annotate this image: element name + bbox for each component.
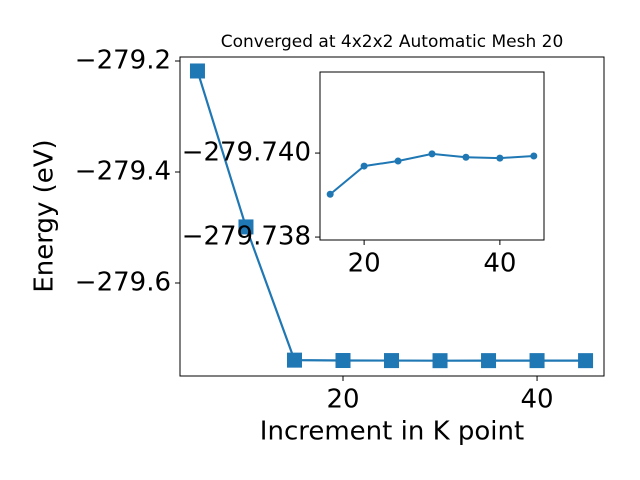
y-tick-label: −279.4	[75, 156, 171, 186]
marker	[286, 352, 302, 368]
plot-frame	[179, 56, 605, 377]
y-tick-label: −279.6	[75, 267, 171, 297]
x-tick-label: 20	[326, 385, 359, 415]
marker	[496, 154, 504, 162]
x-tick-label: 40	[483, 249, 516, 279]
marker	[578, 353, 594, 369]
marker	[428, 150, 436, 158]
y-tick-label: −279.740	[182, 138, 311, 168]
marker	[394, 157, 402, 165]
plot-frame	[319, 71, 545, 241]
y-tick-label: −279.738	[182, 222, 311, 252]
marker	[238, 219, 254, 235]
y-axis-label: Energy (eV)	[30, 139, 60, 292]
x-axis-label: Increment in K point	[260, 417, 524, 447]
marker	[432, 353, 448, 369]
marker	[360, 162, 368, 170]
marker	[529, 353, 545, 369]
marker	[384, 353, 400, 369]
marker	[462, 153, 470, 161]
marker	[335, 353, 351, 369]
y-tick-label: −279.2	[75, 45, 171, 75]
x-tick-label: 40	[521, 385, 554, 415]
marker	[481, 353, 497, 369]
chart-title: Converged at 4x2x2 Automatic Mesh 20	[221, 32, 564, 52]
x-tick-label: 20	[348, 249, 381, 279]
marker	[530, 152, 538, 160]
marker	[189, 63, 205, 79]
marker	[326, 190, 334, 198]
